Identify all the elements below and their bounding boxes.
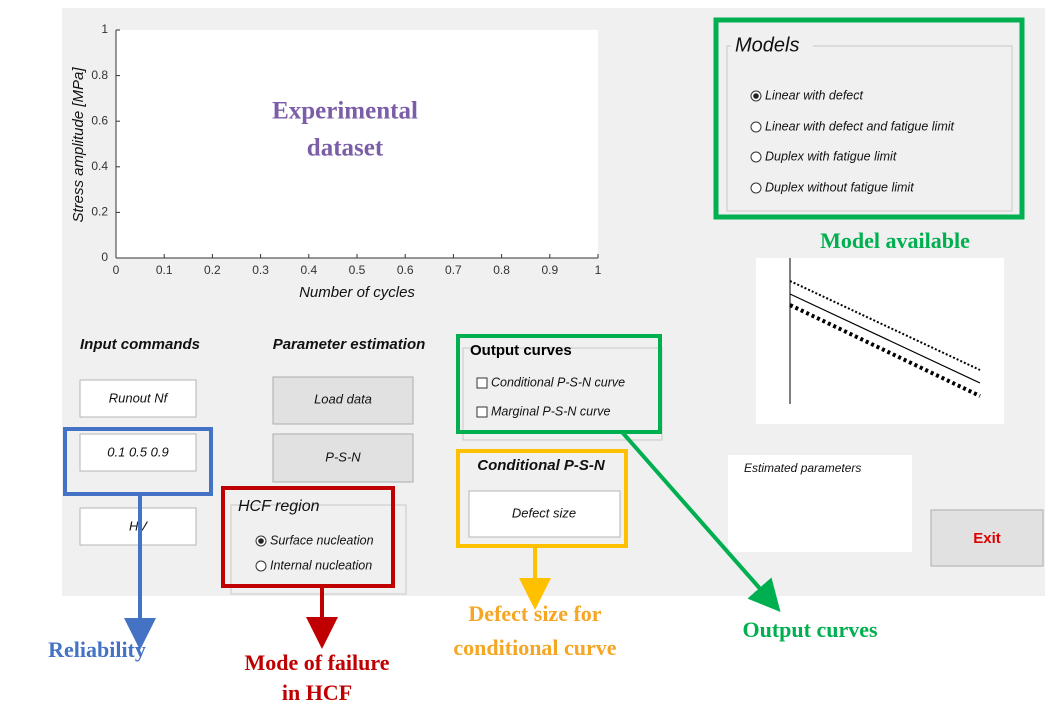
radio-label: Duplex with fatigue limit bbox=[765, 149, 897, 163]
x-tick-label: 0.6 bbox=[397, 263, 414, 277]
image-line bbox=[789, 280, 981, 371]
y-tick-label: 0.2 bbox=[91, 205, 108, 219]
panel-title-bg bbox=[731, 34, 813, 58]
highlight-box bbox=[713, 17, 1025, 220]
x-tick-label: 0.3 bbox=[252, 263, 269, 277]
radio-dot bbox=[753, 93, 759, 99]
annotation: Output curves bbox=[742, 617, 878, 642]
section-title: Conditional P-S-N bbox=[477, 457, 606, 474]
button-text: Load data bbox=[314, 391, 372, 406]
x-tick-label: 0.4 bbox=[300, 263, 317, 277]
field-text: Runout Nf bbox=[109, 390, 169, 405]
output-title: Output curves bbox=[470, 342, 572, 359]
arrow bbox=[620, 430, 781, 613]
hcf-title: HCF region bbox=[238, 498, 320, 515]
output-box bbox=[728, 455, 912, 552]
plot-annotation: Experimental bbox=[272, 98, 418, 125]
radio-label: Surface nucleation bbox=[270, 533, 374, 547]
radio-label: Linear with defect bbox=[765, 88, 864, 102]
highlight-box bbox=[221, 486, 395, 588]
x-tick-label: 0.7 bbox=[445, 263, 462, 277]
x-tick-label: 0 bbox=[113, 263, 120, 277]
annotation: conditional curve bbox=[453, 635, 616, 660]
button[interactable] bbox=[272, 376, 414, 425]
radio-button[interactable] bbox=[750, 182, 762, 194]
highlight-box bbox=[456, 334, 662, 434]
radio-label: Duplex without fatigue limit bbox=[765, 180, 914, 194]
y-tick-label: 0 bbox=[101, 250, 108, 264]
y-tick-label: 1 bbox=[101, 22, 108, 36]
output-label: Estimated parameters bbox=[744, 461, 861, 475]
button-text: Exit bbox=[973, 530, 1001, 547]
radio-button[interactable] bbox=[750, 121, 762, 133]
checkbox[interactable] bbox=[476, 377, 488, 389]
radio-label: Linear with defect and fatigue limit bbox=[765, 119, 955, 133]
x-tick-label: 0.5 bbox=[349, 263, 366, 277]
field-text: Defect size bbox=[512, 505, 576, 520]
radio-button[interactable] bbox=[750, 151, 762, 163]
text-field[interactable] bbox=[468, 490, 621, 538]
annotation: Model available bbox=[820, 228, 970, 253]
models-panel bbox=[726, 45, 1013, 212]
plot-area bbox=[116, 30, 598, 258]
model-image bbox=[756, 258, 1004, 424]
image-line bbox=[789, 293, 981, 384]
checkbox-label: Marginal P-S-N curve bbox=[491, 404, 611, 418]
annotation: Reliability bbox=[48, 637, 146, 662]
y-tick-label: 0.4 bbox=[91, 159, 108, 173]
field-text: 0.1 0.5 0.9 bbox=[107, 444, 168, 459]
annotation: Defect size for bbox=[468, 601, 601, 626]
plot-annotation: dataset bbox=[307, 135, 384, 162]
annotation: Mode of failure bbox=[244, 650, 389, 675]
image-line bbox=[789, 303, 981, 398]
section-title: Input commands bbox=[80, 336, 200, 353]
y-tick-label: 0.6 bbox=[91, 113, 108, 127]
x-axis-label: Number of cycles bbox=[299, 284, 415, 301]
models-title: Models bbox=[735, 34, 799, 56]
annotation: in HCF bbox=[282, 680, 352, 705]
radio-dot bbox=[258, 538, 264, 544]
x-tick-label: 0.1 bbox=[156, 263, 173, 277]
section-title: Parameter estimation bbox=[273, 336, 426, 353]
checkbox-label: Conditional P-S-N curve bbox=[491, 375, 625, 389]
radio-label: Internal nucleation bbox=[270, 558, 372, 572]
y-axis-label: Stress amplitude [MPa] bbox=[70, 67, 87, 223]
highlight-box bbox=[456, 449, 628, 548]
exit-button[interactable] bbox=[930, 509, 1044, 567]
hcf-panel bbox=[230, 504, 407, 595]
x-tick-label: 0.9 bbox=[541, 263, 558, 277]
radio-button[interactable] bbox=[255, 560, 267, 572]
x-tick-label: 0.8 bbox=[493, 263, 510, 277]
checkbox[interactable] bbox=[476, 406, 488, 418]
text-field[interactable] bbox=[79, 433, 197, 472]
button[interactable] bbox=[272, 433, 414, 483]
button-text: P-S-N bbox=[325, 449, 361, 464]
text-field[interactable] bbox=[79, 379, 197, 418]
y-tick-label: 0.8 bbox=[91, 68, 108, 82]
x-tick-label: 1 bbox=[595, 263, 602, 277]
x-tick-label: 0.2 bbox=[204, 263, 221, 277]
